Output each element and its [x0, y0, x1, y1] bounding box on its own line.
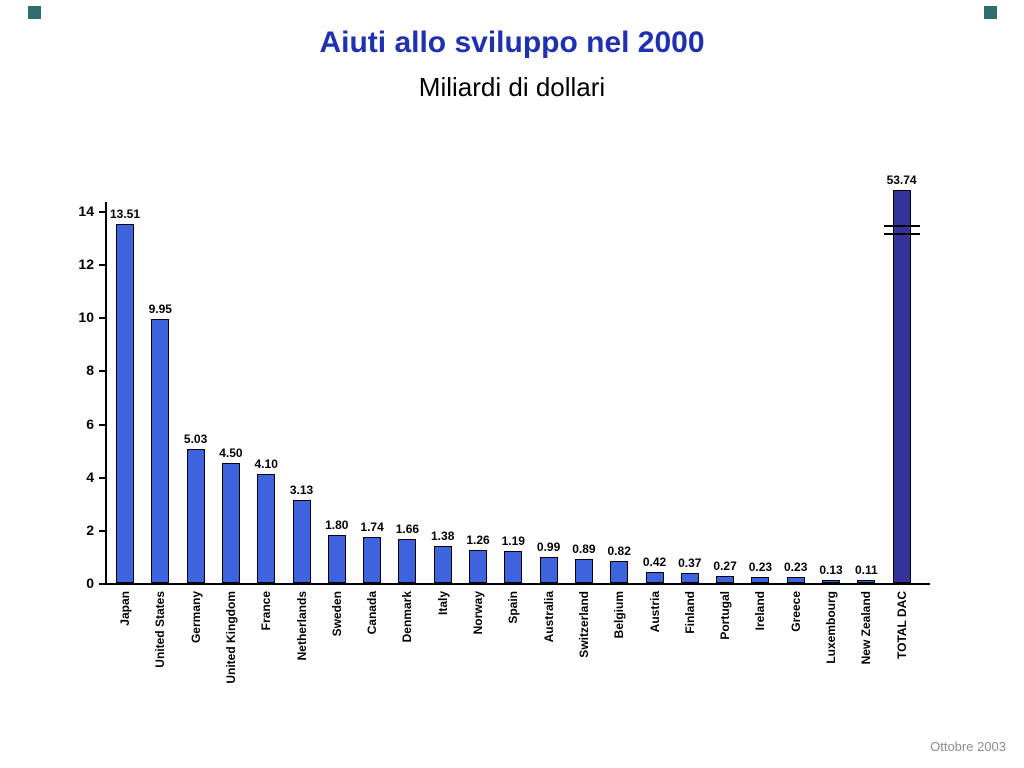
bar: [574, 559, 593, 583]
bar: [151, 318, 170, 583]
bar-value-label: 0.89: [572, 542, 596, 557]
bar: [398, 538, 417, 583]
slide-footer-date: Ottobre 2003: [930, 739, 1006, 754]
y-tick-mark: [99, 211, 105, 213]
bar: [716, 575, 735, 583]
bar-value-label: 0.42: [642, 554, 667, 569]
y-tick-label: 14: [78, 203, 94, 219]
bar: [539, 556, 558, 583]
bar-category-label: United States: [153, 591, 168, 668]
bar: [857, 580, 876, 583]
bar-category-label: Switzerland: [576, 591, 591, 658]
bar: [751, 576, 770, 583]
y-tick-mark: [99, 476, 105, 479]
bar-category-label: Belgium: [612, 591, 627, 639]
y-tick-mark: [99, 583, 105, 585]
bar-category-label: Austria: [647, 591, 662, 633]
bar-category-label: France: [259, 591, 274, 631]
bar-value-label: 0.37: [678, 556, 702, 571]
bar-category-label: Denmark: [400, 591, 415, 643]
y-axis-line: [105, 202, 107, 585]
bar-category-label: Portugal: [718, 591, 733, 640]
bar-total-dac: [892, 190, 911, 583]
bar-category-label: Greece: [788, 591, 803, 632]
bar-value-label: 1.66: [395, 521, 420, 536]
bar-value-label: 1.80: [325, 518, 349, 533]
bar: [221, 463, 240, 583]
y-tick-label: 8: [86, 362, 94, 379]
bar-value-label: 5.03: [183, 432, 208, 447]
bar-category-label: Luxembourg: [824, 591, 838, 664]
slide-subtitle: Miliardi di dollari: [418, 72, 606, 102]
bar: [116, 224, 134, 583]
corner-accent-left: [28, 6, 41, 19]
bar-category-label: Ireland: [753, 591, 768, 631]
bar: [186, 449, 205, 583]
bar-category-label: Canada: [365, 591, 380, 635]
bar-value-label: 1.74: [360, 519, 384, 534]
bar: [645, 571, 664, 583]
bar-category-label: Japan: [118, 591, 132, 626]
bar-value-label: 53.74: [886, 173, 917, 187]
y-tick-mark: [99, 423, 105, 426]
bar-category-label: Sweden: [329, 591, 344, 637]
slide-title: Aiuti allo sviluppo nel 2000: [319, 26, 705, 59]
bar: [610, 561, 629, 583]
corner-accent-right: [984, 6, 997, 19]
bar-value-label: 4.50: [219, 446, 243, 461]
y-tick-label: 6: [86, 415, 94, 432]
bar-category-label: Finland: [682, 591, 697, 634]
y-tick-mark: [99, 264, 105, 267]
bar-category-label: Australia: [541, 591, 556, 643]
y-tick-label: 10: [78, 309, 94, 326]
bar-value-label: 0.11: [854, 563, 878, 578]
axis-break-mark: [883, 233, 920, 235]
bar-value-label: 1.19: [501, 534, 525, 549]
bar: [257, 474, 276, 583]
bar-value-label: 0.82: [607, 544, 631, 559]
bar-value-label: 1.26: [466, 532, 490, 547]
bar-value-label: 0.27: [713, 558, 737, 573]
bar-category-label: United Kingdom: [223, 591, 238, 684]
bar: [469, 549, 487, 583]
bar: [327, 535, 346, 583]
y-tick-label: 2: [86, 521, 94, 538]
bar: [680, 573, 699, 583]
y-tick-mark: [99, 317, 105, 320]
bar-value-label: 0.99: [536, 539, 561, 554]
y-tick-mark: [99, 529, 105, 532]
bar-value-label: 0.23: [748, 559, 773, 574]
y-tick-label: 12: [78, 256, 94, 273]
bar: [292, 499, 311, 583]
bar: [786, 576, 805, 583]
bar-value-label: 9.95: [148, 301, 172, 316]
bar-category-label: Italy: [435, 591, 450, 616]
bar-category-label: Spain: [506, 591, 521, 624]
bar: [504, 551, 523, 583]
bar-value-label: 0.13: [819, 562, 843, 577]
bar-category-label: Netherlands: [294, 591, 309, 661]
bar: [433, 546, 452, 583]
y-tick-label: 0: [86, 575, 94, 591]
bar-category-label: New Zealand: [859, 591, 874, 665]
bar-value-label: 0.23: [784, 559, 808, 574]
bar: [822, 579, 840, 583]
axis-break-mark: [883, 225, 920, 227]
bar-value-label: 3.13: [289, 482, 314, 497]
bar-category-label: Germany: [188, 591, 203, 644]
bar-category-label: TOTAL DAC: [894, 591, 909, 659]
y-tick-mark: [99, 370, 105, 373]
bar-category-label: Norway: [471, 591, 485, 635]
bar-value-label: 4.10: [254, 457, 278, 472]
bar: [363, 536, 382, 583]
bar-value-label: 13.51: [109, 207, 141, 222]
bar-value-label: 1.38: [431, 529, 455, 544]
y-tick-label: 4: [86, 468, 94, 485]
x-axis-line: [105, 583, 930, 585]
